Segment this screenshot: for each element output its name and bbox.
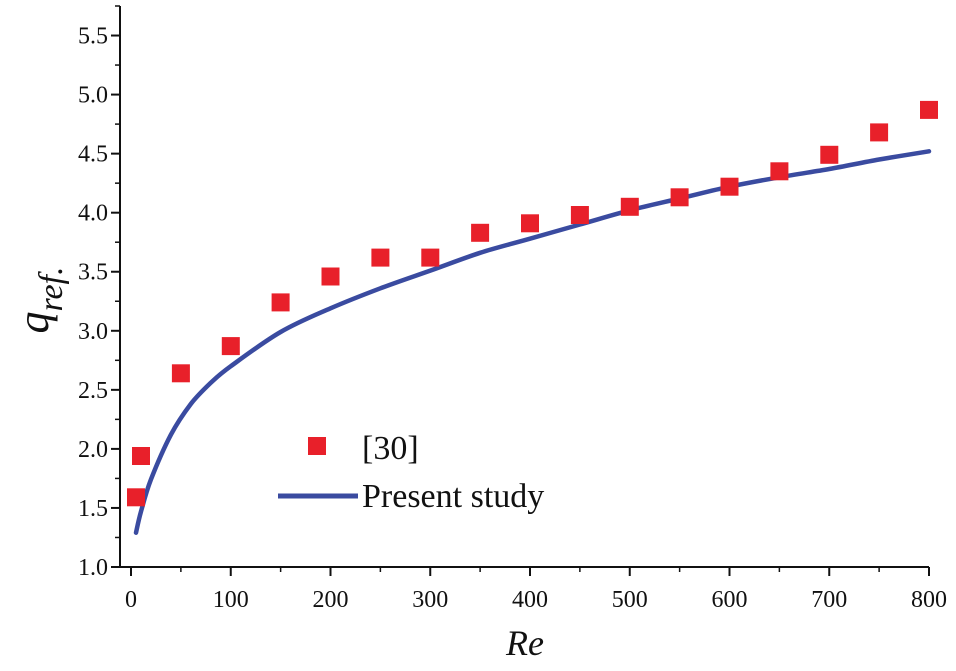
x-tick-label: 200 xyxy=(313,587,349,613)
x-tick-label: 600 xyxy=(712,587,748,613)
x-tick-label: 500 xyxy=(612,587,648,613)
y-tick-label: 5.5 xyxy=(78,24,108,50)
y-axis-title: qref. xyxy=(9,266,70,333)
ref30-data-point xyxy=(471,223,490,242)
x-tick-label: 300 xyxy=(412,587,448,613)
x-axis-title: Re xyxy=(505,623,544,663)
legend-label-ref30: [30] xyxy=(362,430,419,467)
x-tick-label: 100 xyxy=(213,587,249,613)
ref30-data-point xyxy=(620,197,639,216)
y-tick-label: 1.5 xyxy=(78,496,108,522)
ref30-data-point xyxy=(720,177,739,196)
y-tick-label: 2.0 xyxy=(78,437,108,463)
y-tick-label: 4.5 xyxy=(78,142,108,168)
svg-text:qref.: qref. xyxy=(9,266,70,333)
ref30-data-point xyxy=(870,123,889,142)
ref30-data-point xyxy=(570,206,589,224)
ref30-data-point xyxy=(421,248,440,267)
ref30-data-point xyxy=(770,162,789,181)
ref30-data-point xyxy=(132,447,150,465)
ref30-data-point xyxy=(521,214,539,233)
legend-marker-ref30 xyxy=(308,437,326,455)
y-tick-label: 2.5 xyxy=(78,378,108,404)
y-tick-label: 1.0 xyxy=(78,555,108,581)
ref30-data-point xyxy=(820,145,839,164)
x-tick-label: 800 xyxy=(911,587,947,613)
present-study-line xyxy=(133,149,932,535)
series-layer xyxy=(127,100,938,535)
ref30-data-point xyxy=(221,337,240,356)
y-tick-label: 3.0 xyxy=(78,319,108,345)
ref30-data-point xyxy=(670,188,689,207)
legend-label-present-study: Present study xyxy=(362,478,544,515)
legend: [30] Present study xyxy=(278,430,544,515)
x-axis-ticks: 0 100 200 300 400 500 600 700 800 xyxy=(125,567,947,613)
ref30-data-point xyxy=(171,364,190,383)
x-tick-label: 700 xyxy=(811,587,847,613)
y-tick-label: 5.0 xyxy=(78,83,108,109)
ref30-data-point xyxy=(271,293,290,312)
y-axis-title-main: q xyxy=(9,312,58,334)
plot-frame xyxy=(119,6,929,568)
x-tick-label: 400 xyxy=(512,587,548,613)
ref30-data-point xyxy=(920,100,938,119)
ref30-data-point xyxy=(321,267,340,286)
y-axis-title-sub: ref. xyxy=(33,266,70,311)
x-tick-label: 0 xyxy=(125,587,137,613)
ref30-data-point xyxy=(127,488,145,507)
y-tick-label: 3.5 xyxy=(78,260,108,286)
y-tick-label: 4.0 xyxy=(78,201,108,227)
y-axis-ticks: 1.0 1.5 2.0 2.5 3.0 3.5 4.0 4.5 5.0 5.5 xyxy=(78,5,120,581)
ref30-data-point xyxy=(371,248,390,267)
